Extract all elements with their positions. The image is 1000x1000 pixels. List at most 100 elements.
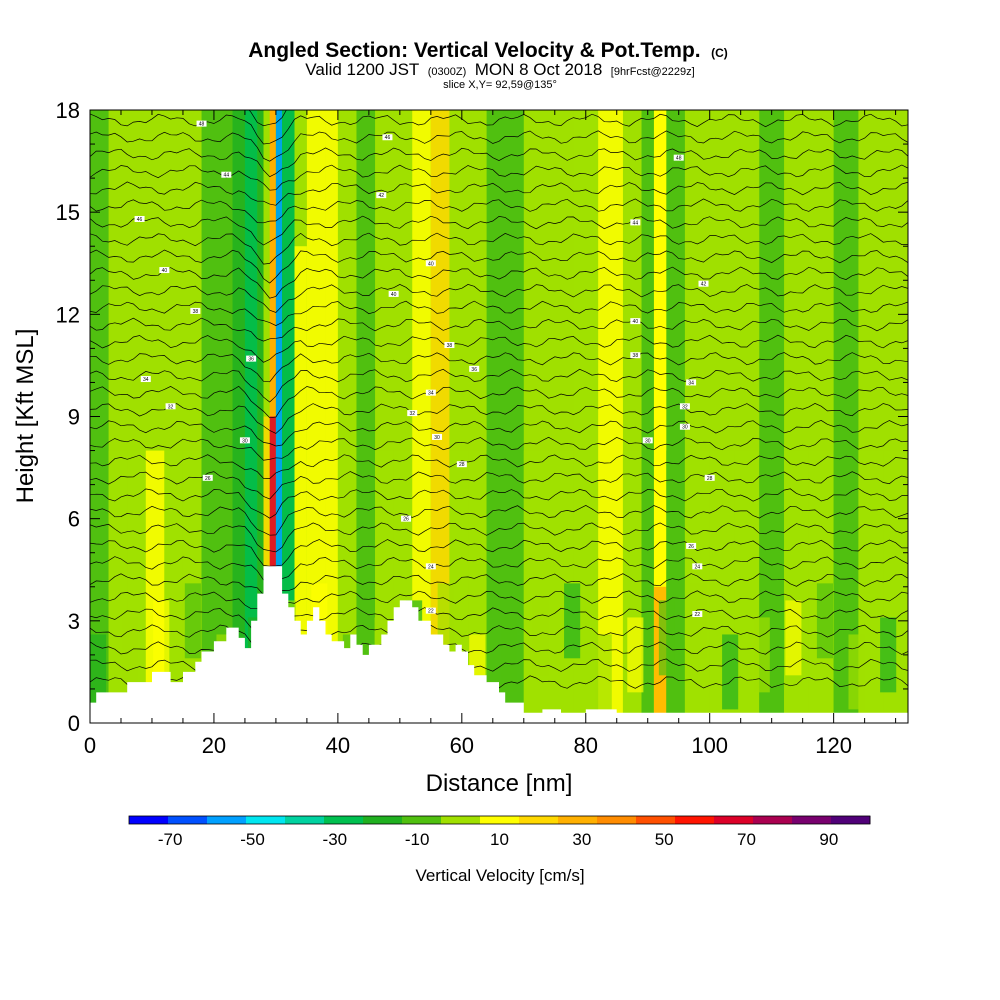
contour-label-text: 34 [428,391,434,397]
contour-label: 28 [456,461,467,468]
plot-area: 48 46 44 42 48 46 44 40 40 40 42 38 40 38 38 36 36 34 34 34… [90,110,908,723]
contour-label: 24 [425,563,436,570]
field-cell [785,600,802,676]
colorbar-swatch [324,816,364,824]
colorbar-frame [128,815,871,825]
contour-label: 38 [630,352,641,359]
field-cell [306,110,327,723]
contour-label-bg [686,542,697,549]
theta-contour [90,505,908,536]
colorbar-swatch [558,816,598,824]
colorbar-swatch [831,816,871,824]
theta-contour [90,368,908,403]
contour-label-text: 46 [137,217,143,223]
x-tick-label: 80 [574,733,598,758]
contour-label-bg [692,611,703,618]
contour-label-text: 38 [193,309,199,315]
terrain-mask [90,566,908,723]
theta-contour [90,266,908,299]
contour-label: 26 [202,474,213,482]
theta-contour [90,147,908,178]
colorbar-tick-label: 30 [572,830,591,849]
x-tick-label: 120 [815,733,852,758]
colorbar-swatch [129,816,169,824]
contour-label-text: 30 [682,425,688,431]
contour-label-text: 42 [701,282,707,288]
contour-label-text: 32 [168,404,174,410]
field-cell [232,110,246,723]
contour-label-bg [692,563,703,570]
field-cell [722,634,739,710]
x-tick-label: 20 [202,733,226,758]
contour-label: 40 [630,318,641,325]
contour-label-text: 30 [434,435,440,441]
contour-label-bg [159,267,170,274]
field-cell [658,600,675,676]
field-cell [275,110,283,723]
contour-label: 38 [444,341,455,349]
contour-label-text: 28 [459,462,465,468]
contour-label: 36 [246,355,257,363]
contour-label-text: 24 [428,564,434,570]
contour-label: 40 [388,290,399,298]
contour-label-text: 40 [428,261,434,267]
contour-label: 24 [692,563,703,570]
theta-contour [90,232,908,265]
contour-label-bg [425,389,436,396]
field-cell [257,110,265,723]
field-cell [153,600,170,676]
contour-label: 48 [196,120,207,128]
contour-label-text: 40 [633,319,639,325]
contour-label-bg [221,171,232,178]
contour-label: 32 [679,403,690,410]
x-axis-title: Distance [nm] [426,770,573,797]
colorbar-swatch [441,816,481,824]
colorbar-swatch [675,816,715,824]
contour-label: 34 [686,379,697,386]
contour-label: 48 [673,154,684,162]
field-cell [532,600,549,676]
contour-label-text: 36 [248,357,254,363]
contour-label-bg [630,219,641,226]
field-cell [753,617,770,693]
contour-label-text: 22 [428,609,434,615]
contour-label: 22 [425,607,436,615]
colorbar-swatch [714,816,754,824]
theta-contour [90,573,908,600]
field-cell [523,450,550,723]
field-cell [816,583,834,659]
contour-label-bg [376,192,387,199]
field-cell [244,110,258,723]
contour-label-text: 26 [205,476,211,482]
contour-label-text: 34 [143,377,149,383]
theta-contour [90,198,908,224]
contour-label-text: 46 [385,135,391,141]
contour-label: 34 [425,389,436,397]
field-cell [184,583,201,659]
theta-contour [90,249,908,284]
field-cell [282,110,296,723]
contour-label: 42 [698,280,709,288]
contour-label-text: 22 [695,612,701,618]
contour-labels: 48 46 44 42 48 46 44 40 40 40 42 38 40 38 38 36 36 34 34 34… [134,120,715,618]
colorbar-swatch [519,816,559,824]
field-cell [666,450,686,723]
contour-label: 40 [425,260,436,267]
contour-label: 44 [630,219,641,226]
colorbar-tick-label: 10 [490,830,509,849]
contour-label: 32 [407,410,418,417]
field-cell [598,110,624,723]
contour-label-text: 32 [409,411,415,417]
colorbar-swatch [480,816,520,824]
theta-contour [90,471,908,500]
contour-label: 42 [376,192,387,199]
theta-contour [90,403,908,434]
contour-label-bg [630,352,641,359]
colorbar-swatch [168,816,208,824]
contour-label-text: 36 [471,367,477,373]
contour-label-bg [382,134,393,141]
contour-label-text: 26 [688,544,694,550]
field-cell [653,110,667,723]
field-cell [90,634,107,710]
theta-contour [90,624,908,653]
